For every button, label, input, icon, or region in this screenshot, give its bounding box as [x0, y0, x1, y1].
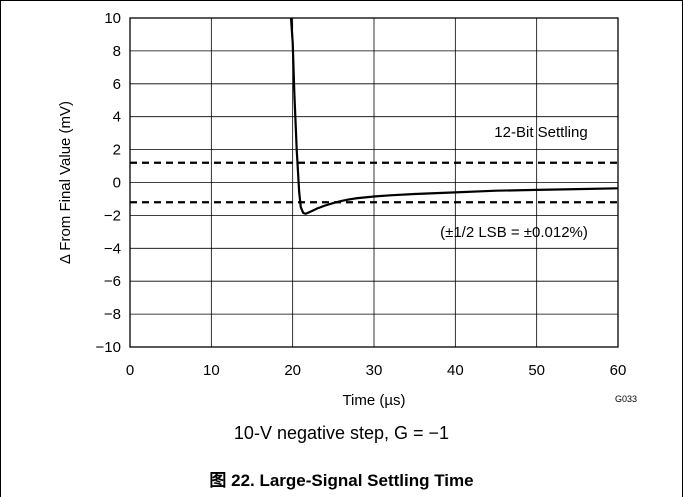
y-tick-label: 4	[113, 109, 121, 126]
y-tick-label: 6	[113, 76, 121, 93]
grid	[129, 17, 619, 348]
x-tick-label: 40	[447, 362, 464, 379]
figure-caption: 图 22. Large-Signal Settling Time	[209, 471, 474, 490]
y-tick-label: 8	[113, 43, 121, 60]
frame-top-border	[0, 0, 683, 1]
y-tick-label: 10	[104, 10, 121, 27]
chart-subtitle: 10-V negative step, G = −1	[233, 423, 450, 443]
y-tick-label: −8	[104, 306, 121, 323]
y-tick-label: 0	[113, 175, 121, 192]
x-tick-label: 60	[610, 362, 627, 379]
settling-curve	[289, 17, 619, 215]
y-tick-label: −6	[104, 273, 121, 290]
y-tick-label: −4	[104, 240, 121, 257]
plot-border	[129, 17, 619, 348]
y-axis-title: Δ From Final Value (mV)	[57, 101, 74, 264]
x-tick-label: 20	[284, 362, 301, 379]
y-tick-labels: 10 8 6 4 2 0 −2 −4 −6 −8 −10	[96, 10, 121, 356]
x-tick-label: 50	[528, 362, 545, 379]
y-tick-label: −2	[104, 207, 121, 224]
x-tick-label: 30	[366, 362, 383, 379]
frame-left-border	[0, 0, 1, 497]
x-tick-labels: 0 10 20 30 40 50 60	[126, 362, 627, 379]
y-tick-label: 2	[113, 142, 121, 159]
x-tick-label: 0	[126, 362, 134, 379]
series-layer	[289, 17, 619, 215]
x-axis-title: Time (µs)	[342, 392, 405, 409]
figure-code: G033	[615, 394, 637, 404]
settling-label: 12-Bit Settling	[494, 124, 587, 141]
y-tick-label: −10	[96, 339, 121, 356]
x-tick-label: 10	[203, 362, 220, 379]
settling-thresholds	[130, 161, 618, 204]
lsb-note: (±1/2 LSB = ±0.012%)	[440, 224, 588, 241]
